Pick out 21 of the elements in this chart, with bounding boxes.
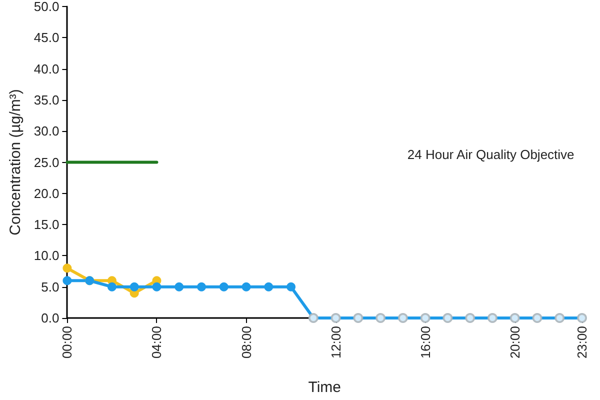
y-tick-label: 15.0 — [34, 217, 60, 232]
x-axis-title: Time — [308, 379, 341, 396]
y-tick-label: 20.0 — [34, 186, 60, 201]
y-tick-label: 35.0 — [34, 92, 60, 108]
y-tick-label: 45.0 — [34, 30, 60, 46]
x-tick-label: 12:00 — [328, 326, 344, 359]
y-tick-label: 50.0 — [34, 0, 60, 14]
x-tick-label: 08:00 — [238, 326, 254, 359]
x-tick-label: 23:00 — [574, 326, 590, 359]
y-tick-label: 0.0 — [41, 310, 60, 326]
y-axis-title: Concentration (µg/m³) — [7, 89, 24, 236]
x-tick-label: 00:00 — [60, 326, 75, 359]
y-tick-label: 30.0 — [34, 124, 60, 139]
x-tick-label: 20:00 — [507, 326, 522, 359]
y-tick-label: 25.0 — [34, 154, 60, 170]
y-tick-label: 10.0 — [34, 248, 60, 264]
y-tick-label: 5.0 — [41, 279, 60, 294]
x-tick-label: 04:00 — [149, 326, 164, 359]
y-tick-label: 40.0 — [34, 61, 60, 76]
annotation: 24 Hour Air Quality Objective — [407, 147, 574, 162]
x-tick-label: 16:00 — [418, 326, 433, 359]
